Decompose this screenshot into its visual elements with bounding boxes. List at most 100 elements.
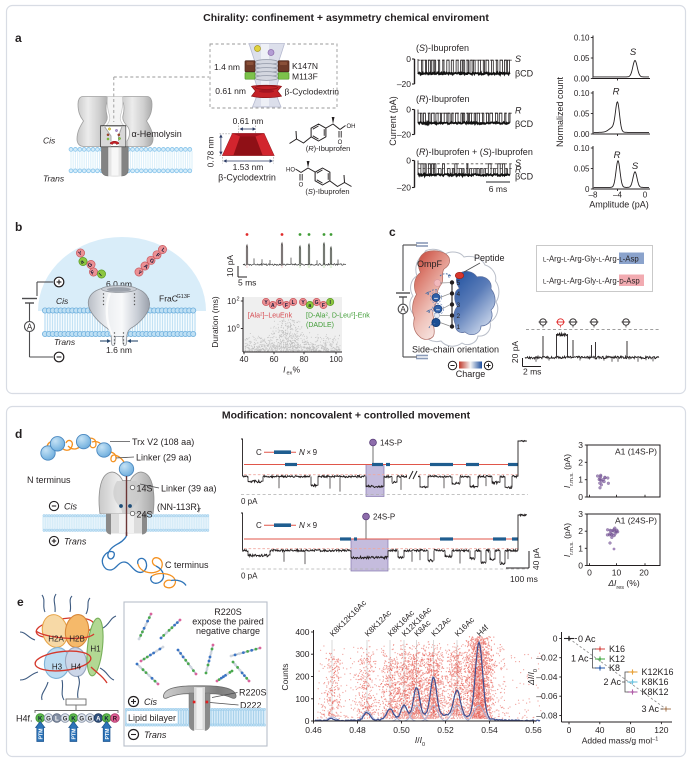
svg-text:A: A	[400, 305, 406, 314]
svg-text:O: O	[338, 140, 343, 146]
svg-text:H2A: H2A	[48, 635, 64, 644]
svg-text:Modification: noncovalent + co: Modification: noncovalent + controlled m…	[222, 410, 471, 422]
svg-text:L-Arg-L-Arg-Gly-L-Arg-L-Asp: L-Arg-L-Arg-Gly-L-Arg-L-Asp	[543, 255, 639, 264]
svg-text:G13F: G13F	[177, 294, 191, 300]
svg-text:2 ms: 2 ms	[523, 367, 541, 377]
svg-text:1: 1	[578, 475, 583, 485]
svg-text:–20: –20	[397, 79, 411, 89]
svg-text:3: 3	[457, 302, 461, 309]
svg-text:–20: –20	[397, 183, 411, 193]
svg-text:20: 20	[639, 568, 649, 578]
svg-text:K: K	[38, 717, 43, 723]
svg-text:Y: Y	[301, 300, 305, 306]
svg-text:0.61 nm: 0.61 nm	[215, 86, 246, 96]
svg-text:K16: K16	[609, 644, 625, 654]
svg-text:G: G	[315, 300, 319, 306]
svg-text:Added mass/g mol–1: Added mass/g mol–1	[582, 736, 659, 746]
svg-text:Trans: Trans	[144, 730, 167, 740]
svg-text:0.00: 0.00	[574, 74, 590, 83]
svg-text:N terminus: N terminus	[27, 475, 71, 485]
svg-text:Trans: Trans	[43, 174, 65, 184]
svg-text:[Ala2]–LeuEnk: [Ala2]–LeuEnk	[248, 311, 293, 320]
svg-text:expose the paired: expose the paired	[192, 617, 264, 627]
svg-text:a: a	[80, 259, 86, 266]
svg-text:b: b	[15, 220, 22, 234]
svg-text:OH: OH	[347, 124, 356, 130]
svg-text:0.78 nm: 0.78 nm	[206, 137, 216, 168]
svg-text:R: R	[515, 106, 522, 116]
svg-text:A: A	[27, 323, 33, 332]
svg-text:K12: K12	[609, 654, 625, 664]
svg-text:Trans: Trans	[64, 537, 87, 547]
svg-text:l: l	[98, 272, 103, 278]
svg-text:0 pA: 0 pA	[241, 497, 258, 506]
svg-text:(S)-Ibuprofen: (S)-Ibuprofen	[305, 187, 349, 196]
svg-text:0: 0	[406, 54, 411, 64]
svg-text:βCD: βCD	[515, 172, 534, 182]
svg-text:1: 1	[578, 543, 583, 553]
svg-text:40: 40	[240, 355, 249, 364]
svg-text:0.00: 0.00	[574, 130, 590, 139]
svg-text:Chirality: confinement + asymm: Chirality: confinement + asymmetry chemi…	[203, 12, 489, 24]
svg-text:A: A	[271, 303, 275, 309]
svg-text:5: 5	[457, 280, 461, 287]
svg-text:80: 80	[300, 355, 309, 364]
svg-text:0.61 nm: 0.61 nm	[233, 116, 264, 126]
svg-text:a: a	[308, 303, 311, 309]
svg-text:2: 2	[237, 297, 240, 303]
svg-text:ex: ex	[287, 371, 293, 377]
svg-text:Side-chain orientation: Side-chain orientation	[412, 345, 499, 355]
svg-text:Trx V2 (108 aa): Trx V2 (108 aa)	[132, 437, 194, 447]
svg-text:a: a	[15, 31, 22, 45]
svg-text:α-Hemolysin: α-Hemolysin	[132, 129, 182, 139]
svg-text:40: 40	[595, 725, 605, 735]
svg-text:β-Cyclodextrin: β-Cyclodextrin	[285, 87, 340, 97]
svg-text:F: F	[322, 303, 325, 309]
svg-text:R: R	[515, 164, 522, 174]
svg-text:A1 (24S-P): A1 (24S-P)	[615, 516, 657, 526]
svg-text:βCD: βCD	[515, 69, 534, 79]
svg-text:10: 10	[227, 297, 236, 306]
svg-text:–0.08: –0.08	[536, 711, 558, 721]
svg-text:L: L	[292, 300, 295, 306]
svg-text:3: 3	[578, 509, 583, 519]
svg-text:S: S	[515, 158, 521, 168]
svg-text:F: F	[154, 252, 161, 259]
svg-text:L: L	[55, 717, 59, 723]
svg-text:–4: –4	[613, 191, 622, 200]
svg-text:24S-P: 24S-P	[373, 513, 395, 522]
svg-text:6.0 nm: 6.0 nm	[106, 279, 132, 289]
svg-text:F: F	[90, 269, 96, 276]
svg-text:0: 0	[237, 324, 240, 330]
svg-text:G: G	[148, 258, 155, 265]
svg-text:K8K12: K8K12	[642, 687, 669, 697]
svg-text:A1 (14S-P): A1 (14S-P)	[615, 447, 657, 457]
svg-text:O: O	[299, 183, 304, 189]
svg-text:C: C	[256, 448, 262, 457]
svg-text:2: 2	[457, 313, 461, 320]
svg-text:Cis: Cis	[56, 296, 69, 306]
svg-text:C terminus: C terminus	[165, 560, 209, 570]
svg-text:K: K	[71, 717, 76, 723]
svg-text:14S-P: 14S-P	[380, 439, 402, 448]
svg-text:Charge: Charge	[456, 369, 486, 379]
svg-text:–20: –20	[397, 130, 411, 140]
svg-text:c: c	[389, 225, 396, 239]
svg-text:0: 0	[406, 156, 411, 166]
svg-text:PTM: PTM	[39, 729, 45, 740]
svg-text:(DADLE): (DADLE)	[306, 322, 334, 329]
svg-text:L-Arg-L-Arg-Gly-L-Arg-D-Asp: L-Arg-L-Arg-Gly-L-Arg-D-Asp	[543, 277, 640, 286]
svg-text:10 pA: 10 pA	[225, 255, 235, 278]
svg-text:Duration (ms): Duration (ms)	[210, 296, 220, 348]
svg-text:0: 0	[585, 185, 590, 194]
svg-text:80: 80	[626, 725, 636, 735]
svg-text:K12K16: K12K16	[642, 667, 674, 677]
svg-text:Lipid bilayer: Lipid bilayer	[128, 713, 176, 723]
svg-text:βCD: βCD	[515, 119, 534, 129]
svg-text:20 pA: 20 pA	[510, 341, 520, 364]
svg-text:%: %	[293, 365, 301, 375]
svg-text:–: –	[436, 305, 440, 314]
svg-text:–0.04: –0.04	[536, 672, 558, 682]
svg-text:300: 300	[295, 649, 309, 659]
svg-text:0: 0	[406, 105, 411, 115]
